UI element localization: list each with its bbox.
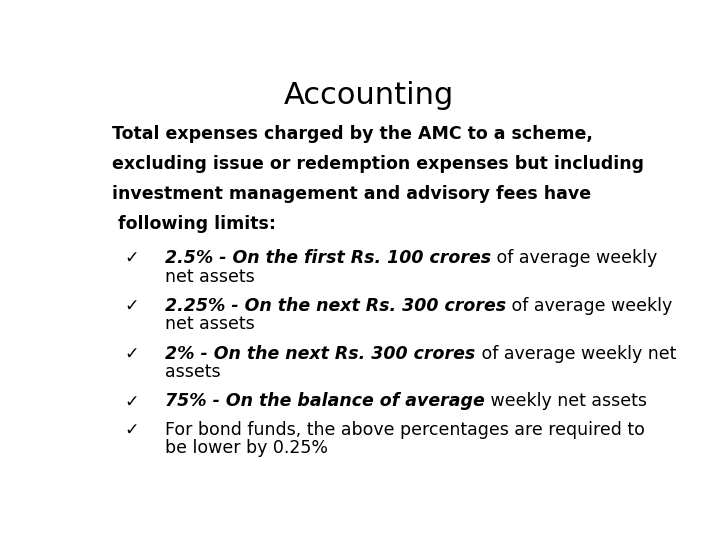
Text: ✓: ✓ <box>125 393 139 410</box>
Text: ✓: ✓ <box>125 345 139 363</box>
Text: 75% - On the balance of average: 75% - On the balance of average <box>166 393 485 410</box>
Text: ✓: ✓ <box>125 297 139 315</box>
Text: weekly net assets: weekly net assets <box>485 393 647 410</box>
Text: assets: assets <box>166 363 221 381</box>
Text: 2% - On the next Rs. 300 crores: 2% - On the next Rs. 300 crores <box>166 345 476 363</box>
Text: following limits:: following limits: <box>112 215 276 233</box>
Text: investment management and advisory fees have: investment management and advisory fees … <box>112 185 591 203</box>
Text: net assets: net assets <box>166 267 255 286</box>
Text: For bond funds, the above percentages are required to: For bond funds, the above percentages ar… <box>166 421 645 438</box>
Text: ✓: ✓ <box>125 421 139 438</box>
Text: Total expenses charged by the AMC to a scheme,: Total expenses charged by the AMC to a s… <box>112 125 593 143</box>
Text: 2.5% - On the first Rs. 100 crores: 2.5% - On the first Rs. 100 crores <box>166 249 492 267</box>
Text: 2.25% - On the next Rs. 300 crores: 2.25% - On the next Rs. 300 crores <box>166 297 506 315</box>
Text: excluding issue or redemption expenses but including: excluding issue or redemption expenses b… <box>112 155 644 173</box>
Text: Accounting: Accounting <box>284 82 454 111</box>
Text: of average weekly net: of average weekly net <box>476 345 676 363</box>
Text: of average weekly: of average weekly <box>506 297 672 315</box>
Text: of average weekly: of average weekly <box>492 249 657 267</box>
Text: net assets: net assets <box>166 315 255 333</box>
Text: be lower by 0.25%: be lower by 0.25% <box>166 439 328 457</box>
Text: ✓: ✓ <box>125 249 139 267</box>
